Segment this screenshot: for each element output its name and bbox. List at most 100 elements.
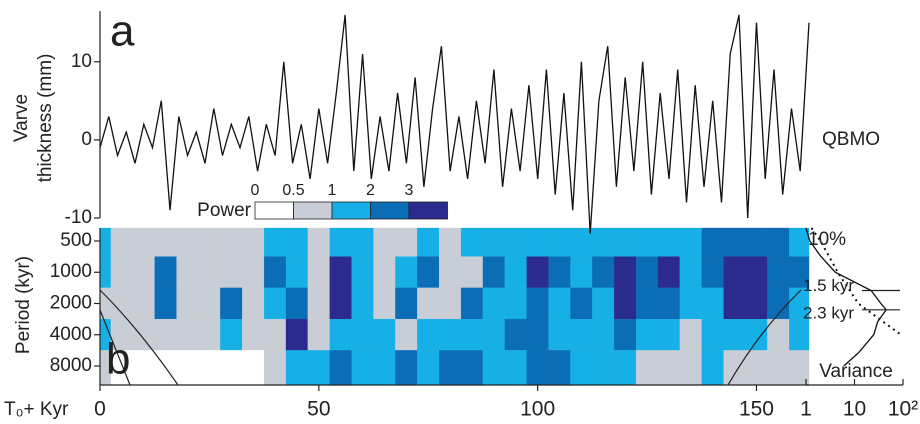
power-cell bbox=[548, 256, 571, 289]
power-cell bbox=[679, 350, 702, 386]
power-cell bbox=[99, 256, 112, 289]
y-tick-label: -10 bbox=[65, 207, 92, 228]
series-label: QBMO bbox=[822, 129, 880, 150]
power-cell bbox=[657, 318, 681, 351]
colorbar-swatch bbox=[370, 201, 410, 220]
power-cell bbox=[635, 227, 659, 257]
power-cell bbox=[614, 350, 637, 386]
colorbar-tick-label: 3 bbox=[405, 182, 414, 199]
power-cell bbox=[548, 227, 571, 257]
power-cell bbox=[635, 318, 659, 351]
power-cell bbox=[263, 256, 287, 289]
power-cell bbox=[417, 287, 440, 320]
power-cell bbox=[242, 287, 265, 320]
power-cell bbox=[657, 227, 681, 257]
cone-of-influence bbox=[727, 289, 802, 386]
power-cell bbox=[132, 350, 155, 386]
power-cell bbox=[657, 287, 681, 320]
power-cell bbox=[592, 256, 615, 289]
power-cell bbox=[132, 256, 155, 289]
power-cell bbox=[242, 350, 265, 386]
power-cell bbox=[635, 287, 659, 320]
power-cell bbox=[285, 318, 309, 351]
panel-label: a bbox=[110, 7, 135, 56]
power-cell bbox=[132, 227, 155, 257]
power-cell bbox=[504, 256, 527, 289]
power-cell bbox=[701, 227, 724, 257]
power-cell bbox=[439, 256, 462, 289]
y-tick-label: 1000 bbox=[50, 261, 92, 282]
y-axis-label: Varve bbox=[11, 94, 32, 142]
power-cell bbox=[329, 287, 352, 320]
power-cell bbox=[198, 256, 221, 289]
power-cell bbox=[351, 350, 374, 386]
power-cell bbox=[482, 227, 505, 257]
power-cell bbox=[176, 227, 199, 257]
power-cell bbox=[614, 256, 637, 289]
power-cell bbox=[242, 318, 265, 351]
power-cell bbox=[198, 287, 221, 320]
heatmap bbox=[99, 227, 810, 386]
power-cell bbox=[351, 318, 374, 351]
colorbar-swatch bbox=[254, 201, 294, 220]
power-cell bbox=[570, 350, 593, 386]
power-cell bbox=[373, 350, 396, 386]
power-cell bbox=[767, 227, 790, 257]
power-cell bbox=[329, 350, 352, 386]
power-cell bbox=[176, 256, 199, 289]
power-cell bbox=[417, 350, 440, 386]
power-cell bbox=[307, 318, 330, 351]
colorbar-tick-label: 0.5 bbox=[282, 182, 304, 199]
y-axis-label: thickness (mm) bbox=[35, 54, 56, 183]
y-tick-label: 4000 bbox=[50, 324, 92, 345]
x-axis-label: T₀+ Kyr bbox=[4, 399, 69, 420]
power-cell bbox=[767, 350, 790, 386]
x-tick-label: 10 bbox=[843, 398, 866, 421]
power-cell bbox=[285, 227, 309, 257]
annotation-label: 2.3 kyr bbox=[803, 303, 854, 322]
power-cell bbox=[373, 318, 396, 351]
power-cell bbox=[526, 287, 549, 320]
cone-of-influence bbox=[99, 309, 131, 386]
power-cell bbox=[154, 227, 177, 257]
power-cell bbox=[767, 256, 790, 289]
power-cell bbox=[723, 256, 746, 289]
power-cell bbox=[176, 287, 199, 320]
power-cell bbox=[592, 350, 615, 386]
power-cell bbox=[482, 350, 505, 386]
power-cell bbox=[723, 350, 746, 386]
power-cell bbox=[220, 227, 243, 257]
power-cell bbox=[351, 227, 374, 257]
power-cell bbox=[373, 287, 396, 320]
power-cell bbox=[439, 318, 462, 351]
power-cell bbox=[417, 318, 440, 351]
power-cell bbox=[373, 227, 396, 257]
power-cell bbox=[307, 256, 330, 289]
power-cell bbox=[373, 256, 396, 289]
power-cell bbox=[570, 287, 593, 320]
y-tick-label: 8000 bbox=[50, 355, 92, 376]
significance-label: 10% bbox=[808, 229, 846, 250]
colorbar-swatch bbox=[331, 201, 371, 220]
power-cell bbox=[526, 318, 549, 351]
power-cell bbox=[679, 287, 702, 320]
power-cell bbox=[395, 256, 418, 289]
power-cell bbox=[526, 350, 549, 386]
x-tick-label: 150 bbox=[739, 398, 774, 421]
power-cell bbox=[679, 256, 702, 289]
power-cell bbox=[679, 318, 702, 351]
power-cell bbox=[504, 318, 527, 351]
colorbar-swatch bbox=[408, 201, 448, 220]
power-cell bbox=[395, 350, 418, 386]
y-tick-label: 500 bbox=[60, 230, 92, 251]
power-cell bbox=[789, 227, 810, 257]
power-cell bbox=[307, 350, 330, 386]
colorbar-tick-label: 0 bbox=[251, 182, 260, 199]
power-cell bbox=[745, 287, 768, 320]
power-cell bbox=[329, 256, 352, 289]
x-axis-label: Variance bbox=[819, 361, 893, 382]
power-cell bbox=[460, 318, 484, 351]
x-tick-label: 0 bbox=[94, 398, 106, 421]
power-cell bbox=[482, 318, 505, 351]
